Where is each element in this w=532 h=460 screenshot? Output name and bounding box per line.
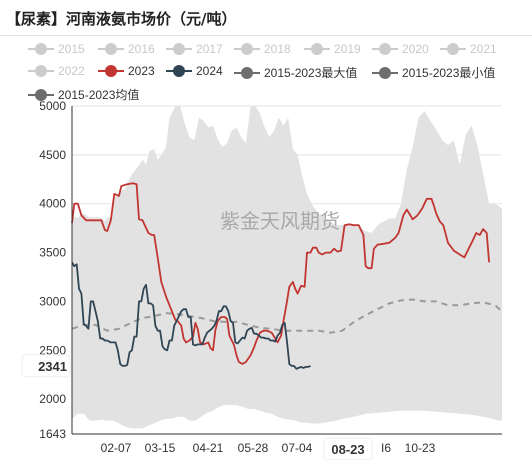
legend-item-2015-2023均值[interactable]: 2015-2023均值 <box>28 86 139 103</box>
legend-item-2019[interactable]: 2019 <box>304 42 361 56</box>
x-tick-label-partial: I6 <box>381 441 391 455</box>
legend-item-2015[interactable]: 2015 <box>28 42 85 56</box>
legend-swatch-icon <box>234 66 260 79</box>
legend-swatch-icon <box>98 65 124 77</box>
legend-item-2021[interactable]: 2021 <box>440 42 497 56</box>
x-tick-label-10-23: 10-23 <box>405 441 436 455</box>
legend-swatch-icon <box>166 43 192 55</box>
title-divider <box>0 35 532 36</box>
legend-label: 2021 <box>470 42 497 56</box>
legend-item-2020[interactable]: 2020 <box>372 42 429 56</box>
x-tick-label-02-07: 02-07 <box>101 441 132 455</box>
legend-swatch-icon <box>372 66 398 79</box>
chart-title: 【尿素】河南液氨市场价（元/吨） <box>6 10 237 28</box>
legend-label: 2017 <box>196 42 223 56</box>
y-tick-label-3500: 3500 <box>39 246 66 260</box>
legend-label: 2016 <box>128 42 155 56</box>
series-line-2023 <box>71 182 490 365</box>
legend-label: 2015-2023均值 <box>58 88 140 102</box>
legend-label: 2022 <box>58 64 85 78</box>
legend-item-2016[interactable]: 2016 <box>98 42 155 56</box>
legend-item-2015-2023最大值[interactable]: 2015-2023最大值 <box>234 64 357 81</box>
legend-item-2023[interactable]: 2023 <box>98 64 155 78</box>
series-avg-line <box>71 298 503 334</box>
legend: 2015 2016 2017 2018 2019 2020 2021 2022 2023 2024… <box>0 40 532 106</box>
legend-swatch-icon <box>372 43 398 55</box>
y-tick-label-4500: 4500 <box>39 148 66 162</box>
legend-swatch-icon <box>234 43 260 55</box>
y-tick-label-min: 1643 <box>39 427 66 441</box>
legend-label: 2023 <box>128 64 155 78</box>
x-tick-label-07-04: 07-04 <box>282 441 313 455</box>
legend-label: 2015-2023最小值 <box>402 66 496 80</box>
x-pointer-box <box>323 437 373 460</box>
legend-label: 2019 <box>334 42 361 56</box>
max-min-band <box>72 106 502 429</box>
legend-item-2024[interactable]: 2024 <box>166 64 223 78</box>
legend-swatch-icon <box>166 65 192 77</box>
legend-label: 2020 <box>402 42 429 56</box>
legend-swatch-icon <box>28 65 54 77</box>
legend-swatch-icon <box>28 88 54 101</box>
x-tick-label-05-28: 05-28 <box>238 441 269 455</box>
legend-label: 2015 <box>58 42 85 56</box>
legend-item-2022[interactable]: 2022 <box>28 64 85 78</box>
x-pointer-label: 08-23 <box>331 442 364 457</box>
y-tick-label-2000: 2000 <box>39 392 66 406</box>
legend-swatch-icon <box>304 43 330 55</box>
legend-item-2018[interactable]: 2018 <box>234 42 291 56</box>
legend-label: 2024 <box>196 64 223 78</box>
legend-label: 2015-2023最大值 <box>264 66 358 80</box>
y-tick-label-2500: 2500 <box>39 343 66 357</box>
legend-swatch-icon <box>28 43 54 55</box>
legend-item-2015-2023最小值[interactable]: 2015-2023最小值 <box>372 64 495 81</box>
x-tick-label-04-21: 04-21 <box>193 441 224 455</box>
legend-swatch-icon <box>440 43 466 55</box>
y-pointer-label: 2341 <box>38 359 67 374</box>
y-pointer-box <box>21 354 71 378</box>
watermark-text: 紫金天风期货 <box>220 210 340 233</box>
x-tick-label-03-15: 03-15 <box>145 441 176 455</box>
y-tick-label-3000: 3000 <box>39 294 66 308</box>
y-tick-label-4000: 4000 <box>39 197 66 211</box>
legend-label: 2018 <box>264 42 291 56</box>
y-tick-label-5000: 5000 <box>39 99 66 113</box>
legend-item-2017[interactable]: 2017 <box>166 42 223 56</box>
series-line-2024 <box>71 261 311 370</box>
legend-swatch-icon <box>98 43 124 55</box>
